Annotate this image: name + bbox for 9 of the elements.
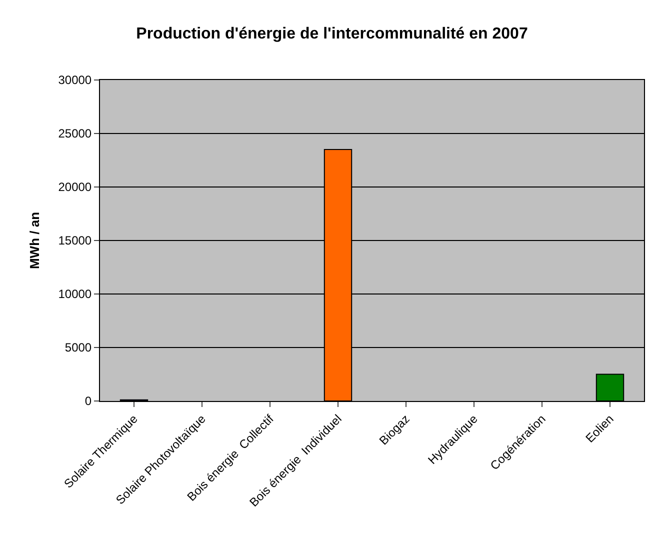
chart-title: Production d'énergie de l'intercommunalité en 2007 [136,25,528,42]
y-tick-label: 15000 [58,234,92,248]
y-tick-label: 25000 [58,126,92,141]
y-tick-label: 5000 [64,340,92,355]
y-tick-label: 20000 [58,180,92,194]
y-tick-label: 0 [84,394,92,408]
y-axis-title: MWh / an [27,212,42,270]
y-tick-label: 30000 [58,73,92,88]
y-tick-label: 10000 [58,287,92,302]
